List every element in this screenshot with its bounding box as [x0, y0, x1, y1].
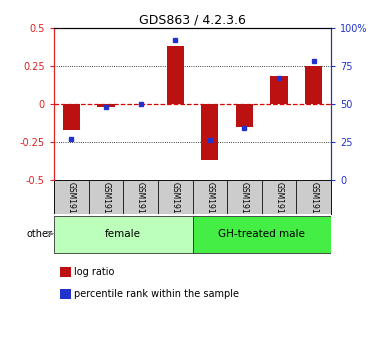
Text: female: female [105, 229, 141, 239]
Text: percentile rank within the sample: percentile rank within the sample [74, 289, 239, 299]
Bar [97, 104, 115, 107]
Bar [62, 104, 80, 130]
Text: GSM19189: GSM19189 [275, 182, 284, 223]
Bar [89, 180, 123, 214]
Bar [167, 46, 184, 104]
Bar [201, 104, 219, 160]
Text: GSM19184: GSM19184 [101, 182, 110, 223]
Text: GSM19188: GSM19188 [240, 182, 249, 223]
Bar [192, 216, 331, 253]
Bar [262, 180, 296, 214]
Title: GDS863 / 4.2.3.6: GDS863 / 4.2.3.6 [139, 13, 246, 27]
Text: GSM19183: GSM19183 [67, 182, 76, 223]
Text: GSM19185: GSM19185 [136, 182, 145, 223]
Text: GSM19187: GSM19187 [205, 182, 214, 223]
Text: other: other [26, 229, 52, 239]
Bar [54, 180, 89, 214]
Bar [271, 76, 288, 104]
Bar [236, 104, 253, 127]
Bar [158, 180, 192, 214]
Text: GSM19186: GSM19186 [171, 182, 180, 223]
Bar [54, 216, 192, 253]
Bar [305, 66, 323, 104]
Bar [296, 180, 331, 214]
Bar [123, 180, 158, 214]
Bar [192, 180, 227, 214]
Text: log ratio: log ratio [74, 267, 115, 277]
Bar [227, 180, 262, 214]
Text: GSM19190: GSM19190 [309, 182, 318, 223]
Text: GH-treated male: GH-treated male [218, 229, 305, 239]
